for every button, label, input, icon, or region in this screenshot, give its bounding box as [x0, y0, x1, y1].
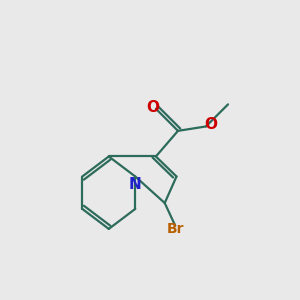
Text: Br: Br — [167, 222, 184, 236]
Text: O: O — [204, 118, 217, 133]
Text: O: O — [146, 100, 159, 115]
Text: N: N — [129, 177, 142, 192]
